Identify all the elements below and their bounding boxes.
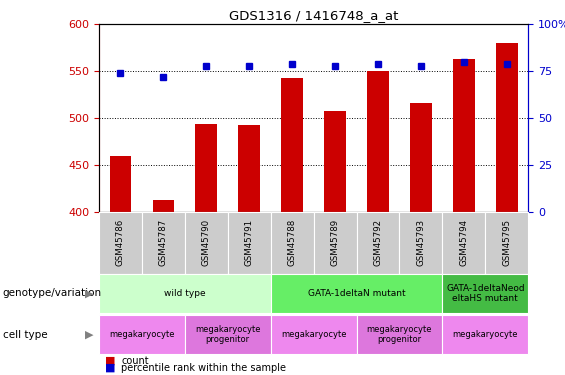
Text: cell type: cell type (3, 330, 47, 340)
Bar (324, 111, 346, 212)
Text: ▶: ▶ (85, 288, 93, 298)
Text: GSM45790: GSM45790 (202, 219, 211, 266)
Text: ■: ■ (105, 363, 115, 373)
Text: GSM45788: GSM45788 (288, 219, 297, 266)
Text: ▶: ▶ (85, 330, 93, 340)
Bar (367, 71, 389, 212)
Text: GSM45795: GSM45795 (502, 219, 511, 266)
Text: GATA-1deltaNeod
eltaHS mutant: GATA-1deltaNeod eltaHS mutant (446, 284, 525, 303)
Text: ■: ■ (105, 356, 115, 366)
Text: GSM45791: GSM45791 (245, 219, 254, 266)
Text: wild type: wild type (164, 289, 206, 298)
Text: GSM45786: GSM45786 (116, 219, 125, 266)
Text: genotype/variation: genotype/variation (3, 288, 102, 298)
Text: GSM45793: GSM45793 (416, 219, 425, 266)
Text: megakaryocyte: megakaryocyte (453, 330, 518, 339)
Text: count: count (121, 356, 149, 366)
Bar (281, 78, 303, 212)
Text: GATA-1deltaN mutant: GATA-1deltaN mutant (308, 289, 405, 298)
Text: GSM45789: GSM45789 (331, 219, 340, 266)
Text: GSM45787: GSM45787 (159, 219, 168, 266)
Text: percentile rank within the sample: percentile rank within the sample (121, 363, 286, 373)
Text: GSM45792: GSM45792 (373, 219, 383, 266)
Bar (453, 59, 475, 212)
Bar (195, 124, 217, 212)
Text: megakaryocyte
progenitor: megakaryocyte progenitor (195, 325, 260, 344)
Bar (496, 43, 518, 212)
Title: GDS1316 / 1416748_a_at: GDS1316 / 1416748_a_at (229, 9, 398, 22)
Bar (153, 200, 174, 212)
Bar (410, 103, 432, 212)
Text: megakaryocyte
progenitor: megakaryocyte progenitor (367, 325, 432, 344)
Text: GSM45794: GSM45794 (459, 219, 468, 266)
Bar (238, 124, 260, 212)
Bar (110, 156, 131, 212)
Text: megakaryocyte: megakaryocyte (281, 330, 346, 339)
Text: megakaryocyte: megakaryocyte (109, 330, 175, 339)
